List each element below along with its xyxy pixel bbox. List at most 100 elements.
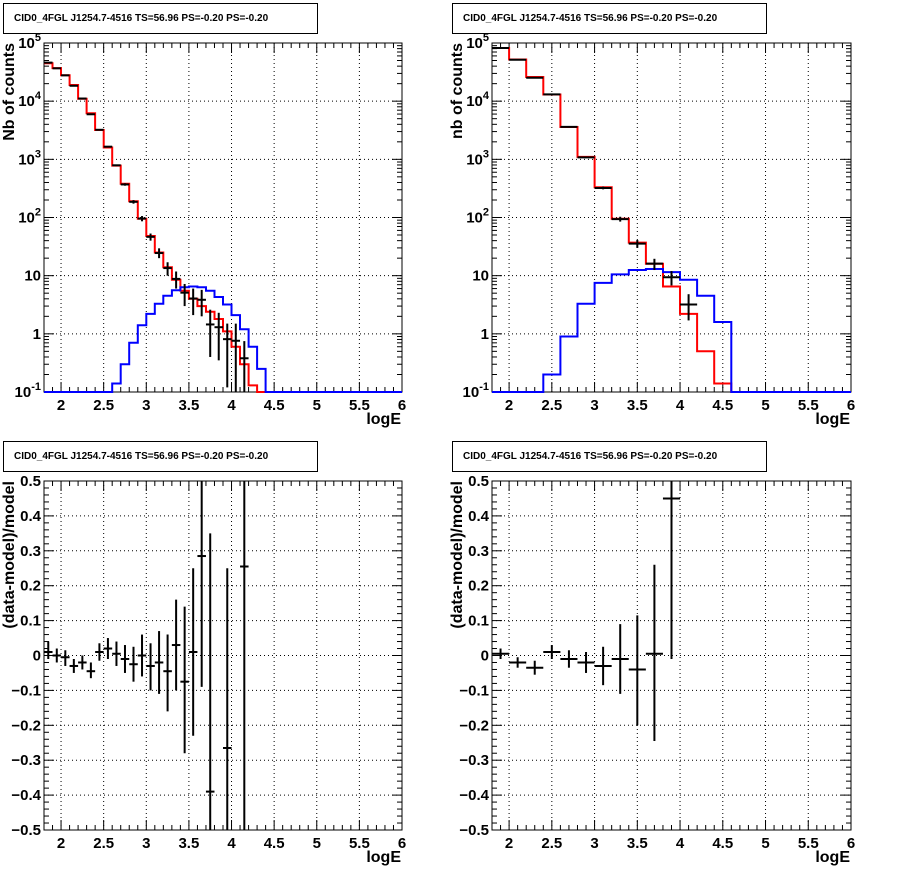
y-tick-label: −0.3 [459,752,489,769]
x-tick-label: 2 [505,397,513,414]
residual-point [163,634,172,712]
data-point [560,125,578,128]
y-tick-label: 10-1 [463,381,489,401]
x-tick-label: 4 [676,835,685,852]
x-tick-label: 5 [313,835,321,852]
x-tick-label: 6 [847,397,855,414]
x-tick-label: 4 [676,397,685,414]
x-tick-label: 6 [398,397,406,414]
data-point [188,288,198,316]
data-point [163,262,172,276]
x-tick-label: 3.5 [627,397,648,414]
data-point [180,283,189,307]
data-point [628,240,646,248]
data-point [594,186,612,190]
x-tick-label: 4.5 [264,835,285,852]
data-point [214,312,223,361]
residual-point [577,652,595,673]
x-tick-label: 6 [398,835,406,852]
residual-point [188,568,198,736]
y-tick-label: −0.5 [11,822,41,839]
data-point [223,323,232,388]
y-tick-label: 0.3 [468,543,489,560]
y-tick-label: 0.3 [20,543,41,560]
x-tick-label: 2 [57,397,65,414]
y-tick-label: 104 [18,90,42,110]
x-tick-label: 2.5 [93,835,114,852]
chart-panel-0: 2 2.5 3 3.5 4 4.5 5 5.5 6 10-1 1 10 102 103 104 105 logE… [1,32,406,428]
x-tick-label: 5.5 [798,397,819,414]
x-tick-label: 5 [761,835,769,852]
x-tick-label: 2.5 [541,397,562,414]
x-tick-label: 3.5 [178,835,199,852]
grid-lines [44,481,402,830]
x-tick-label: 5.5 [798,835,819,852]
x-tick-label: 3 [590,397,598,414]
data-point [680,294,698,321]
data-point [662,271,681,286]
data-point [645,258,663,271]
panel-3-title: CID0_4FGL J1254.7-4516 TS=56.96 PS=-0.20… [452,441,767,472]
panel-2-title: CID0_4FGL J1254.7-4516 TS=56.96 PS=-0.20… [3,441,318,472]
y-tick-label: 105 [18,32,41,52]
y-tick-label: 1 [33,326,41,343]
y-tick-label: −0.4 [459,787,489,804]
residual-point [137,634,147,677]
y-tick-label: −0.5 [459,822,489,839]
residual-point [628,615,646,726]
y-tick-label: 0.2 [468,578,489,595]
data-point [120,183,130,186]
y-tick-label: −0.1 [459,682,489,699]
panel-1-title: CID0_4FGL J1254.7-4516 TS=56.96 PS=-0.20… [452,3,767,34]
x-axis-label: logE [366,411,401,428]
x-axis-label: logE [815,849,850,866]
y-tick-label: −0.2 [459,717,489,734]
residual-point [52,648,62,663]
y-tick-label: −0.4 [11,787,41,804]
y-tick-label: −0.2 [11,717,41,734]
residual-point [129,646,138,682]
y-tick-label: 10-1 [15,381,41,401]
x-tick-label: 3 [142,835,150,852]
y-tick-label: 0.1 [468,613,489,630]
residual-point [69,658,79,673]
residual-point [197,481,206,687]
residual-point [61,650,70,666]
data-point [103,145,113,148]
y-tick-label: 0.2 [20,578,41,595]
residual-point [611,624,629,694]
model-total-histogram [492,47,851,393]
chart-panel-2: 2 2.5 3 3.5 4 4.5 5 5.5 6 0.5 0.4 0.3 0.2 0.1 0 −0.1 −0.… [1,473,406,866]
y-tick-label: 103 [466,148,489,168]
residual-point [223,568,232,830]
residual-point [171,599,181,691]
y-tick-label: 105 [466,32,489,52]
y-tick-label: 0.5 [468,473,489,490]
residual-point [526,660,544,675]
data-point [240,341,249,392]
data-point [129,200,138,204]
y-tick-label: 104 [466,90,490,110]
axis-ticks [491,480,852,831]
y-axis-label: nb of counts [449,43,466,139]
y-axis-label: Nb of counts [1,43,18,141]
residual-point [509,657,527,668]
data-point [86,113,96,116]
y-tick-label: 0.4 [468,508,490,525]
residual-point [120,645,130,673]
x-tick-label: 4.5 [712,397,733,414]
y-tick-label: 0 [481,648,489,665]
model-component-histogram [44,285,402,393]
data-point [197,289,206,317]
residual-point [645,564,663,742]
data-point [146,233,155,241]
residual-point [594,646,612,686]
x-tick-label: 4 [227,397,236,414]
y-axis-label: (data-model)/model [449,481,466,629]
residual-point [78,655,87,670]
data-point [577,156,595,159]
residual-point [44,641,53,659]
x-tick-label: 2.5 [93,397,114,414]
residual-point [560,650,578,668]
panel-0-title: CID0_4FGL J1254.7-4516 TS=56.96 PS=-0.20… [3,3,318,34]
